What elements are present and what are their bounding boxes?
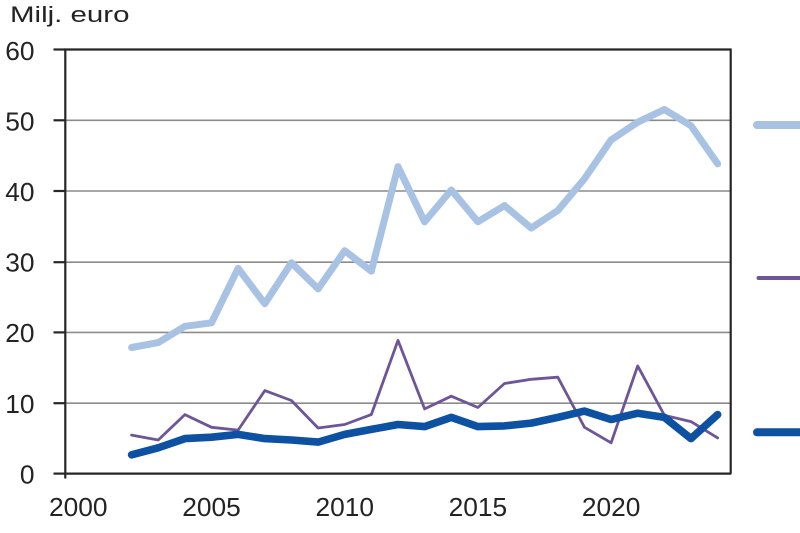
svg-text:2015: 2015 — [449, 492, 508, 522]
svg-text:50: 50 — [5, 106, 34, 136]
svg-text:0: 0 — [20, 460, 35, 490]
svg-text:2020: 2020 — [582, 492, 641, 522]
svg-text:10: 10 — [5, 389, 34, 419]
svg-text:60: 60 — [5, 36, 34, 66]
svg-text:2005: 2005 — [182, 492, 241, 522]
svg-text:2010: 2010 — [315, 492, 374, 522]
svg-text:30: 30 — [5, 248, 34, 278]
svg-text:2000: 2000 — [49, 492, 108, 522]
svg-text:40: 40 — [5, 177, 34, 207]
svg-text:20: 20 — [5, 318, 34, 348]
svg-text:Milj. euro: Milj. euro — [10, 2, 130, 27]
